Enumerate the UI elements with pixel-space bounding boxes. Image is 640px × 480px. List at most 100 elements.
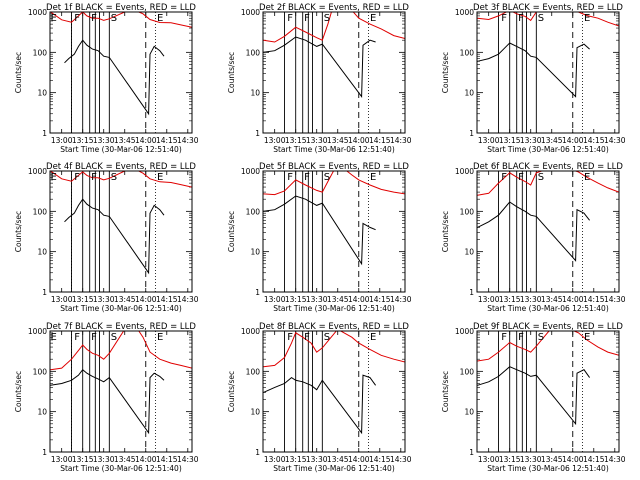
y-axis-label: Counts/sec: [227, 371, 236, 412]
flag-letter: F: [518, 172, 524, 183]
y-axis-label: Counts/sec: [14, 371, 23, 412]
y-tick-label: 1000: [241, 8, 260, 17]
x-tick-label: 13:30: [306, 295, 328, 304]
x-tick-label: 14:00: [135, 455, 157, 464]
chart-panel-det4f: Det 4f BLACK = Events, RED = LLD Start Ti…: [14, 162, 199, 313]
plot-area: [263, 12, 405, 133]
flag-letter: E: [584, 172, 590, 183]
x-axis-label: Start Time (30-Mar-06 12:51:40): [60, 304, 182, 313]
chart-title: Det 1f BLACK = Events, RED = LLD: [46, 3, 196, 13]
chart-title: Det 9f BLACK = Events, RED = LLD: [473, 322, 623, 332]
x-tick-label: 14:30: [604, 295, 626, 304]
x-tick-label: 14:30: [177, 136, 199, 145]
y-tick-label: 1: [42, 129, 47, 138]
y-tick-label: 100: [33, 367, 48, 376]
y-tick-label: 100: [460, 48, 475, 57]
x-tick-label: 13:15: [72, 455, 94, 464]
lld-rate-line: [50, 171, 192, 188]
flag-letter: E: [370, 332, 376, 343]
flag-letter: S: [111, 13, 117, 24]
chart-title: Det 7f BLACK = Events, RED = LLD: [46, 322, 196, 332]
x-axis-label: Start Time (30-Mar-06 12:51:40): [273, 145, 395, 154]
plot-frame: [49, 330, 193, 453]
plot-area: [263, 331, 405, 452]
chart-title: Det 8f BLACK = Events, RED = LLD: [259, 322, 409, 332]
x-tick-label: 13:00: [478, 136, 500, 145]
x-tick-label: 14:30: [177, 455, 199, 464]
plot-area: [477, 12, 619, 133]
y-tick-label: 10: [464, 89, 474, 98]
x-tick-label: 13:30: [520, 136, 542, 145]
flag-letter: S: [538, 332, 544, 343]
events-rate-line: [477, 42, 590, 98]
y-tick-label: 100: [246, 207, 261, 216]
x-tick-label: 13:00: [51, 136, 73, 145]
plot-frame: [262, 11, 406, 134]
chart-panel-det9f: Det 9f BLACK = Events, RED = LLD Start Ti…: [441, 322, 626, 473]
y-tick-label: 10: [464, 408, 474, 417]
x-tick-label: 13:45: [541, 455, 563, 464]
y-tick-label: 1: [469, 288, 474, 297]
events-rate-line: [263, 36, 376, 99]
plot-frame: [476, 330, 620, 453]
x-tick-label: 14:30: [604, 136, 626, 145]
lld-rate-line: [263, 12, 405, 43]
x-tick-label: 14:00: [135, 295, 157, 304]
y-tick-label: 10: [250, 248, 260, 257]
y-tick-label: 1: [255, 448, 260, 457]
x-tick-label: 13:30: [93, 295, 115, 304]
x-axis-label: Start Time (30-Mar-06 12:51:40): [60, 464, 182, 473]
x-tick-label: 13:00: [264, 136, 286, 145]
x-tick-label: 13:45: [327, 455, 349, 464]
chart-title: Det 5f BLACK = Events, RED = LLD: [259, 162, 409, 172]
plot-area: [477, 171, 619, 292]
x-tick-label: 14:15: [583, 455, 605, 464]
x-tick-label: 13:45: [541, 295, 563, 304]
x-tick-label: 14:00: [135, 136, 157, 145]
chart-panel-det1f: Det 1f BLACK = Events, RED = LLD Start Ti…: [14, 3, 199, 154]
plot-area: [263, 171, 405, 292]
x-tick-label: 13:30: [306, 455, 328, 464]
flag-letter: E: [157, 172, 163, 183]
flag-letter: S: [538, 172, 544, 183]
y-axis-label: Counts/sec: [227, 211, 236, 252]
flag-letter: F: [501, 13, 507, 24]
plot-area: [50, 331, 192, 452]
lld-rate-line: [477, 12, 619, 27]
x-tick-label: 13:45: [114, 455, 136, 464]
x-tick-label: 14:30: [390, 295, 412, 304]
flag-letter: E: [50, 172, 56, 183]
y-axis-label: Counts/sec: [14, 211, 23, 252]
y-tick-label: 1000: [241, 327, 260, 336]
y-tick-label: 1000: [241, 167, 260, 176]
x-tick-label: 13:15: [499, 455, 521, 464]
y-tick-label: 1: [42, 448, 47, 457]
x-tick-label: 14:00: [562, 455, 584, 464]
x-axis-label: Start Time (30-Mar-06 12:51:40): [60, 145, 182, 154]
y-axis-label: Counts/sec: [441, 52, 450, 93]
plot-area: [50, 171, 192, 292]
x-tick-label: 13:45: [327, 136, 349, 145]
flag-letter: E: [370, 172, 376, 183]
flag-letter: F: [287, 332, 293, 343]
x-tick-label: 13:45: [114, 295, 136, 304]
flag-letter: F: [91, 172, 97, 183]
y-axis-label: Counts/sec: [14, 52, 23, 93]
y-tick-label: 1000: [28, 8, 47, 17]
flag-letter: S: [324, 13, 330, 24]
flag-letter: E: [50, 13, 56, 24]
x-tick-label: 14:00: [562, 136, 584, 145]
chart-title: Det 3f BLACK = Events, RED = LLD: [473, 3, 623, 13]
flag-letter: F: [287, 13, 293, 24]
x-tick-label: 13:15: [285, 295, 307, 304]
y-tick-label: 1: [255, 129, 260, 138]
y-axis-label: Counts/sec: [441, 371, 450, 412]
y-tick-label: 10: [250, 408, 260, 417]
x-tick-label: 14:15: [156, 455, 178, 464]
y-tick-label: 10: [37, 89, 47, 98]
flag-letter: F: [304, 332, 310, 343]
y-tick-label: 1: [469, 129, 474, 138]
events-rate-line: [64, 198, 165, 275]
x-tick-label: 14:00: [348, 295, 370, 304]
